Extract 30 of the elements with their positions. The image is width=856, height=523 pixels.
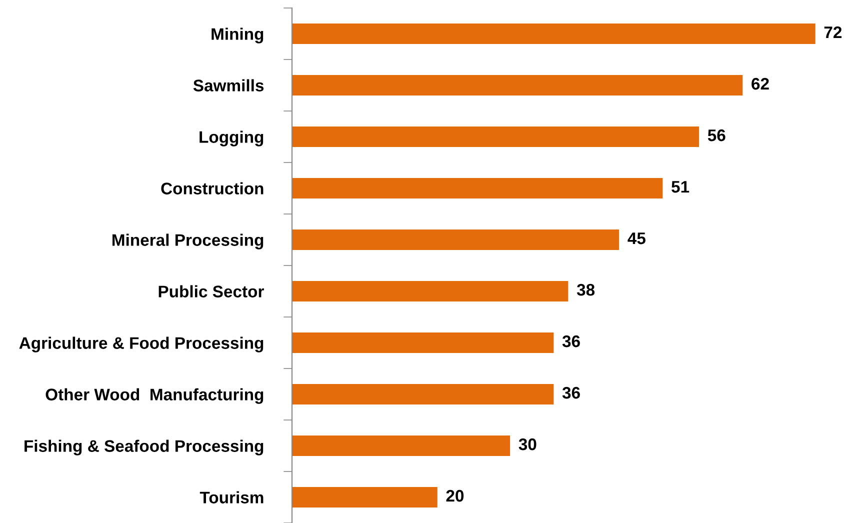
bar xyxy=(292,384,554,405)
y-tick-label: Other Wood Manufacturing xyxy=(46,388,264,404)
y-tick-label: Fishing & Seafood Processing xyxy=(24,440,264,456)
data-label: 72 xyxy=(824,26,842,38)
data-label: 51 xyxy=(672,181,690,193)
data-label: 30 xyxy=(518,438,536,450)
bar xyxy=(292,229,620,250)
bar xyxy=(292,280,568,302)
y-tick-label: Tourism xyxy=(200,491,264,504)
y-tick-label: Mineral Processing xyxy=(112,234,264,250)
data-label: 38 xyxy=(576,284,595,296)
bar xyxy=(292,74,743,96)
bar xyxy=(292,178,663,199)
y-tick-label: Construction xyxy=(161,182,264,194)
bar xyxy=(292,126,700,148)
y-tick-label: Public Sector xyxy=(158,285,264,298)
data-label: 45 xyxy=(628,232,646,244)
data-label: 36 xyxy=(562,386,580,399)
data-label: 36 xyxy=(562,335,580,348)
bar xyxy=(292,486,438,508)
y-tick-label: Mining xyxy=(212,28,264,44)
data-label: 20 xyxy=(446,490,464,502)
y-tick-label: Logging xyxy=(200,130,264,146)
data-label: 56 xyxy=(708,129,726,142)
bar xyxy=(292,435,510,456)
y-tick-label: Sawmills xyxy=(193,79,264,92)
y-tick-label: Agriculture & Food Processing xyxy=(19,336,264,352)
bar xyxy=(292,23,816,44)
data-label: 62 xyxy=(752,78,769,90)
bar xyxy=(292,332,554,354)
